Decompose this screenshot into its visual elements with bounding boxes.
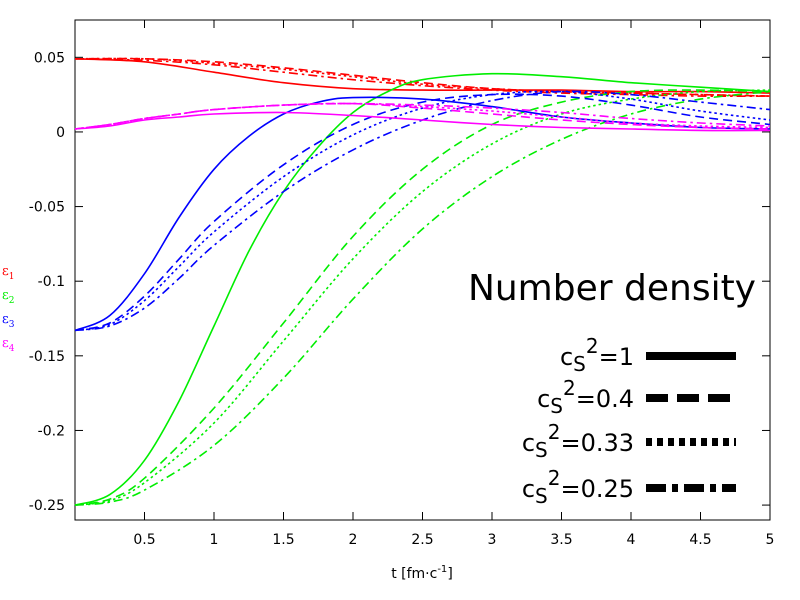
y-tick-label: 0 <box>56 125 65 141</box>
x-tick-label: 2 <box>349 532 358 548</box>
series-e2-dashdot <box>74 90 771 506</box>
component-label-e1: ε1 <box>2 264 14 282</box>
component-label-e2: ε2 <box>2 288 14 306</box>
series-e2-dashed <box>74 89 771 506</box>
y-tick-label: -0.05 <box>29 200 65 216</box>
y-tick-label: -0.25 <box>29 498 65 514</box>
x-tick-labels: 0.5 1 1.5 2 2.5 3 3.5 4 4.5 5 <box>133 532 774 548</box>
x-axis-label: t [fm·c-1] <box>391 564 453 582</box>
x-tick-label: 1 <box>210 532 219 548</box>
y-tick-label: -0.2 <box>38 423 65 439</box>
x-tick-label: 2.5 <box>411 532 433 548</box>
y-tick-label: 0.05 <box>34 50 65 66</box>
legend-title: Number density <box>468 268 756 309</box>
x-tick-label: 4.5 <box>689 532 711 548</box>
x-tick-label: 3.5 <box>550 532 572 548</box>
legend-entry-label: cS2=0.25 <box>522 466 634 508</box>
legend-entry-label: cS2=0.33 <box>522 420 634 462</box>
series-e3-dashdot <box>74 90 771 332</box>
series-e4-dashdot <box>74 102 771 130</box>
y-tick-label: -0.15 <box>29 349 65 365</box>
x-tick-label: 5 <box>766 532 775 548</box>
series-e4-solid <box>74 111 771 132</box>
series-e1-dashdot <box>74 58 771 98</box>
legend-entry-label: cS2=0.4 <box>537 376 634 418</box>
series-e2-solid <box>74 72 771 506</box>
x-tick-label: 3 <box>488 532 497 548</box>
series-e1-solid <box>74 58 771 94</box>
x-tick-label: 0.5 <box>133 532 155 548</box>
component-label-e3: ε3 <box>2 312 15 330</box>
y-tick-labels: 0.05 0 -0.05 -0.1 -0.15 -0.2 -0.25 <box>29 50 65 514</box>
series-lines <box>74 57 771 506</box>
component-labels: ε1 ε2 ε3 ε4 <box>2 264 15 354</box>
series-e1-dotted <box>74 57 771 97</box>
series-e3-dashed <box>74 93 771 332</box>
x-tick-label: 4 <box>627 532 636 548</box>
x-tick-label: 1.5 <box>272 532 294 548</box>
legend-entry-label: cS2=1 <box>560 334 634 376</box>
component-label-e4: ε4 <box>2 336 15 354</box>
y-tick-label: -0.1 <box>38 274 65 290</box>
